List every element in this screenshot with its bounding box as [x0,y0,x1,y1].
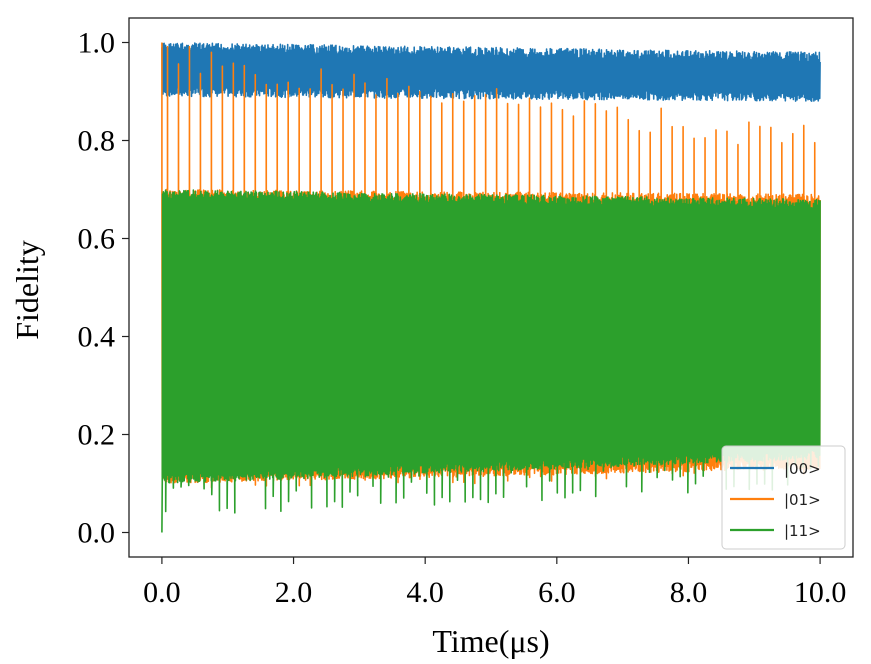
y-tick-label: 0.4 [78,321,116,354]
legend-entry-label: |01> [784,491,821,509]
x-tick-label: 8.0 [670,576,708,609]
y-axis-label: Fidelity [9,240,45,340]
y-tick-label: 0.0 [78,517,116,550]
x-axis-ticks: 0.0 2.0 4.0 6.0 8.0 10.0 [143,557,846,609]
y-tick-label: 0.8 [78,125,116,158]
y-tick-label: 0.2 [78,419,116,452]
x-tick-label: 2.0 [275,576,313,609]
series-line-00 [161,42,821,102]
series-layer [161,42,821,533]
legend-entry-label: |00> [784,460,821,478]
x-tick-label: 0.0 [143,576,181,609]
series-line-11 [161,189,821,533]
x-axis-label: Time(μs) [432,623,549,659]
x-tick-label: 10.0 [794,576,847,609]
legend-frame [721,445,846,550]
legend: |00> |01> |11> [721,445,846,550]
x-tick-label: 6.0 [538,576,576,609]
y-axis-ticks: 0.0 0.2 0.4 0.6 0.8 1.0 [78,27,129,550]
legend-entry-label: |11> [784,522,821,540]
y-tick-label: 0.6 [78,223,116,256]
x-tick-label: 4.0 [406,576,444,609]
plot-frame [128,17,854,558]
y-tick-label: 1.0 [78,27,116,60]
